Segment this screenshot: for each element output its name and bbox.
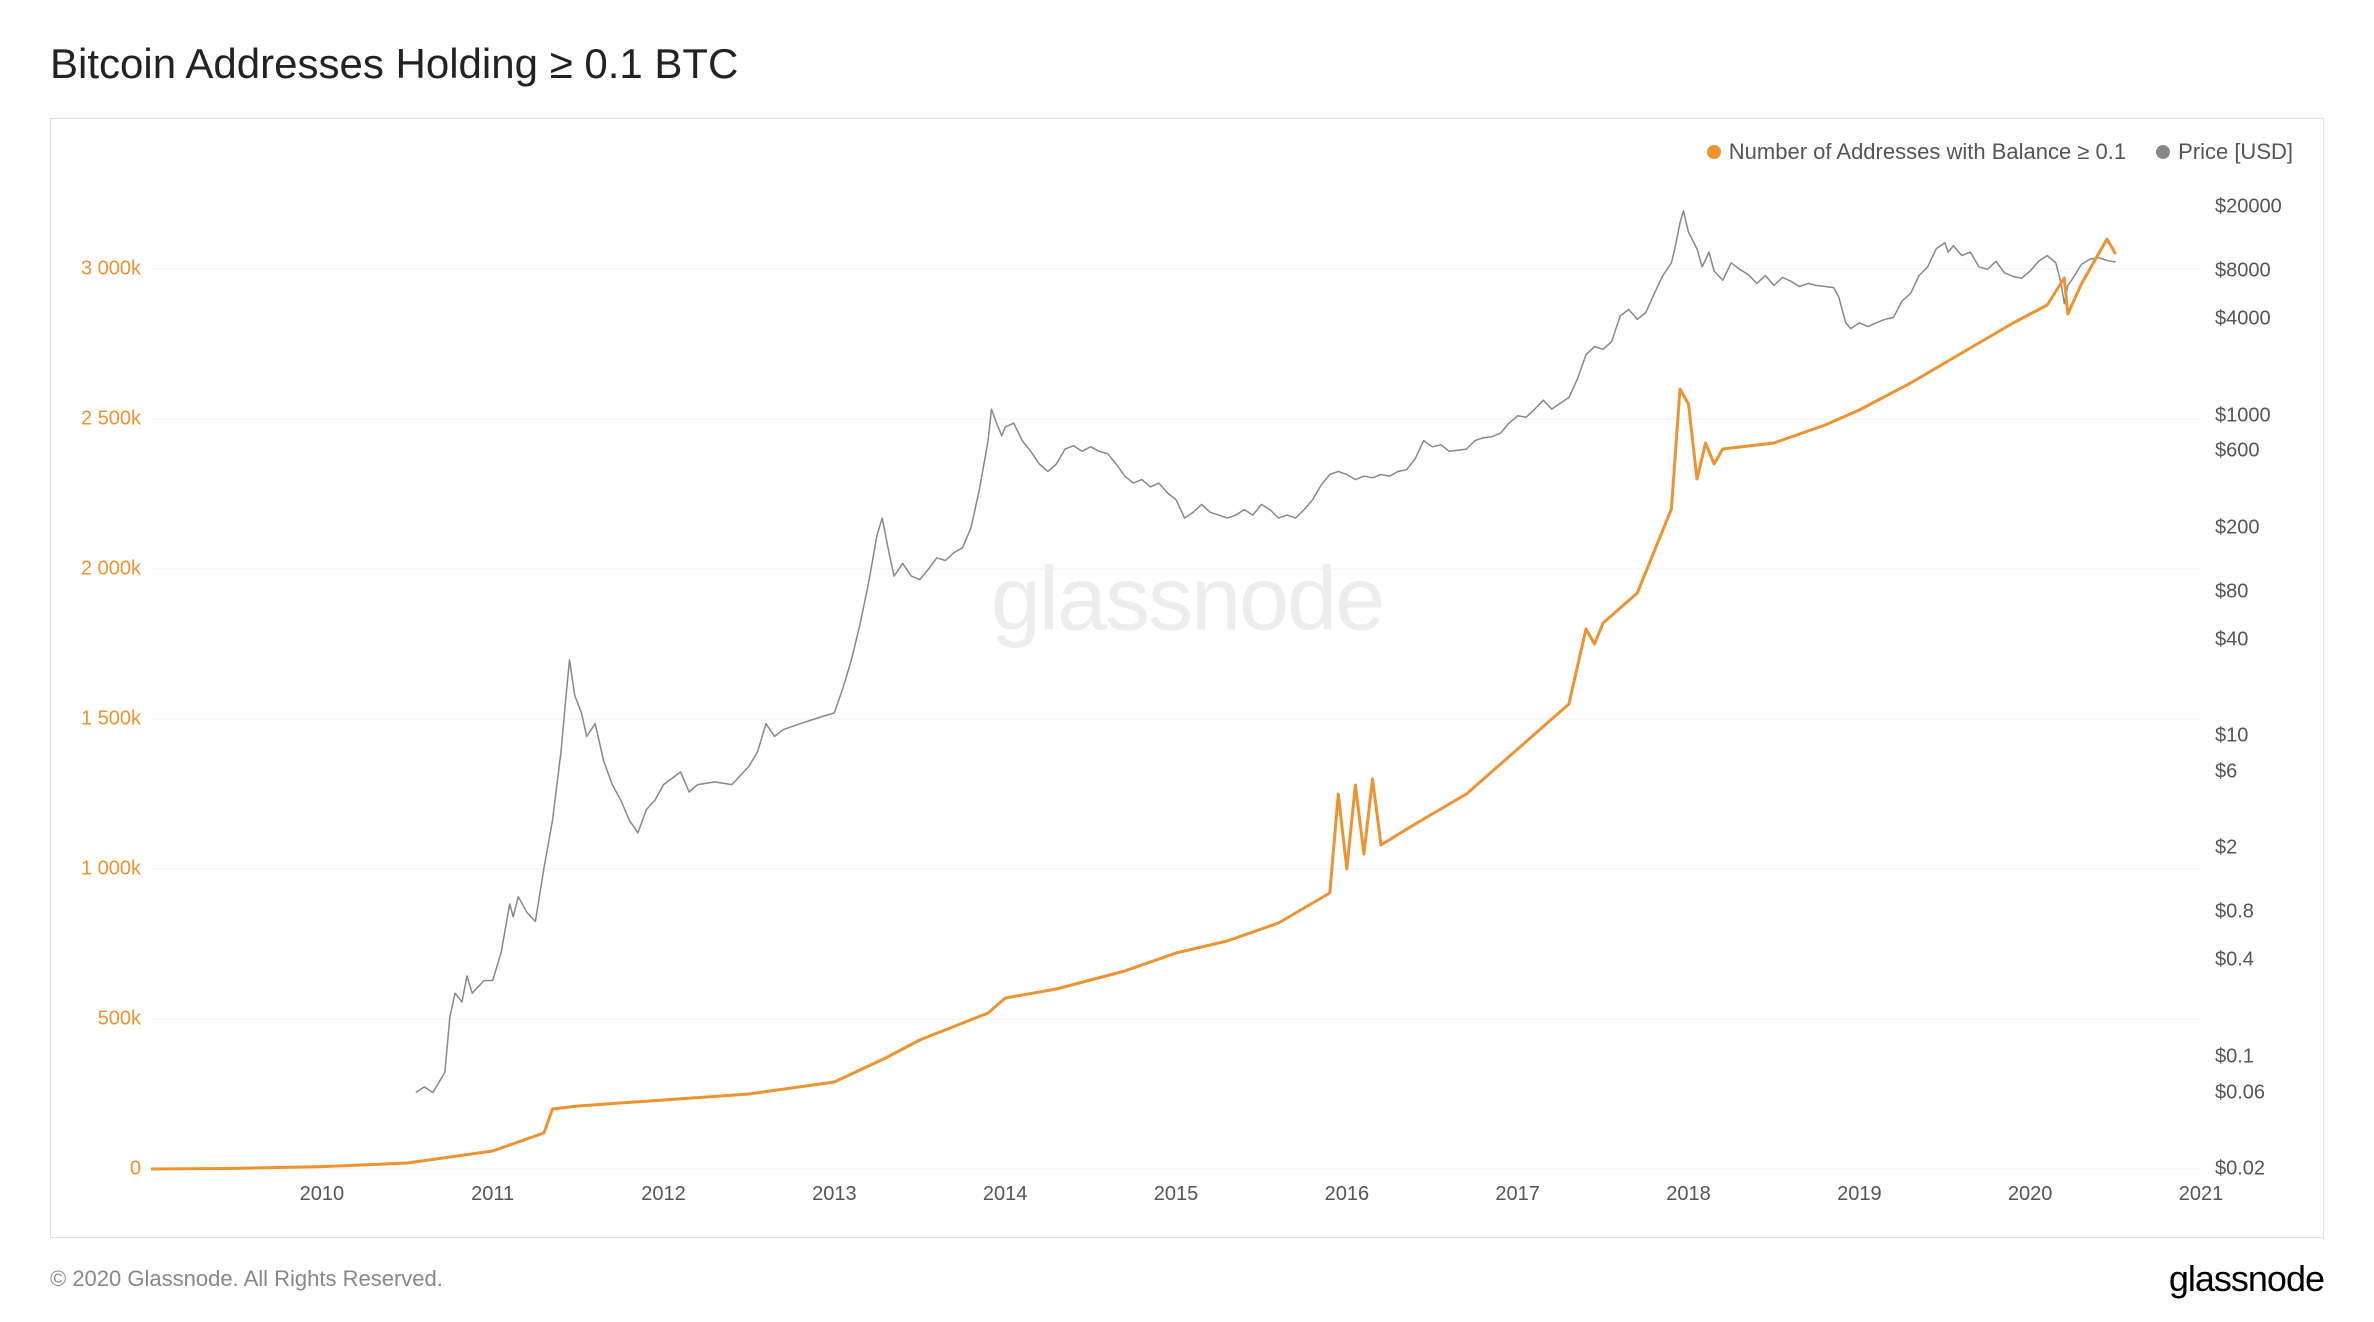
y2-tick-label: $0.8 <box>2215 901 2254 924</box>
y2-tick-label: $10 <box>2215 725 2248 748</box>
y2-tick-label: $0.06 <box>2215 1081 2265 1104</box>
y2-tick-label: $40 <box>2215 628 2248 651</box>
y2-tick-label: $0.1 <box>2215 1045 2254 1068</box>
x-tick-label: 2021 <box>2179 1183 2224 1206</box>
y2-tick-label: $6 <box>2215 760 2237 783</box>
y1-tick-label: 2 500k <box>71 408 141 431</box>
x-tick-label: 2012 <box>641 1183 686 1206</box>
x-tick-label: 2013 <box>812 1183 857 1206</box>
x-tick-label: 2018 <box>1666 1183 1711 1206</box>
chart-svg <box>51 119 2325 1239</box>
y2-tick-label: $0.02 <box>2215 1158 2265 1181</box>
y2-tick-label: $600 <box>2215 440 2260 463</box>
y2-tick-label: $2 <box>2215 837 2237 860</box>
x-tick-label: 2020 <box>2008 1183 2053 1206</box>
y2-tick-label: $8000 <box>2215 260 2271 283</box>
y1-tick-label: 500k <box>71 1008 141 1031</box>
x-tick-label: 2017 <box>1495 1183 1540 1206</box>
page-container: Bitcoin Addresses Holding ≥ 0.1 BTC Numb… <box>0 0 2374 1322</box>
y2-tick-label: $1000 <box>2215 404 2271 427</box>
brand-text: glassnode <box>2169 1258 2324 1300</box>
footer: © 2020 Glassnode. All Rights Reserved. g… <box>50 1258 2324 1300</box>
y1-tick-label: 1 000k <box>71 858 141 881</box>
y1-tick-label: 2 000k <box>71 558 141 581</box>
y2-tick-label: $0.4 <box>2215 949 2254 972</box>
y1-tick-label: 0 <box>71 1158 141 1181</box>
chart-container: Number of Addresses with Balance ≥ 0.1 P… <box>50 118 2324 1238</box>
y2-tick-label: $4000 <box>2215 308 2271 331</box>
y2-tick-label: $20000 <box>2215 196 2282 219</box>
y1-tick-label: 3 000k <box>71 258 141 281</box>
y2-tick-label: $200 <box>2215 516 2260 539</box>
x-tick-label: 2015 <box>1154 1183 1199 1206</box>
x-tick-label: 2011 <box>471 1183 514 1206</box>
x-tick-label: 2016 <box>1325 1183 1370 1206</box>
x-tick-label: 2019 <box>1837 1183 1882 1206</box>
y2-tick-label: $80 <box>2215 580 2248 603</box>
y1-tick-label: 1 500k <box>71 708 141 731</box>
chart-title: Bitcoin Addresses Holding ≥ 0.1 BTC <box>50 40 2324 88</box>
x-tick-label: 2010 <box>300 1183 345 1206</box>
copyright-text: © 2020 Glassnode. All Rights Reserved. <box>50 1266 443 1292</box>
x-tick-label: 2014 <box>983 1183 1028 1206</box>
